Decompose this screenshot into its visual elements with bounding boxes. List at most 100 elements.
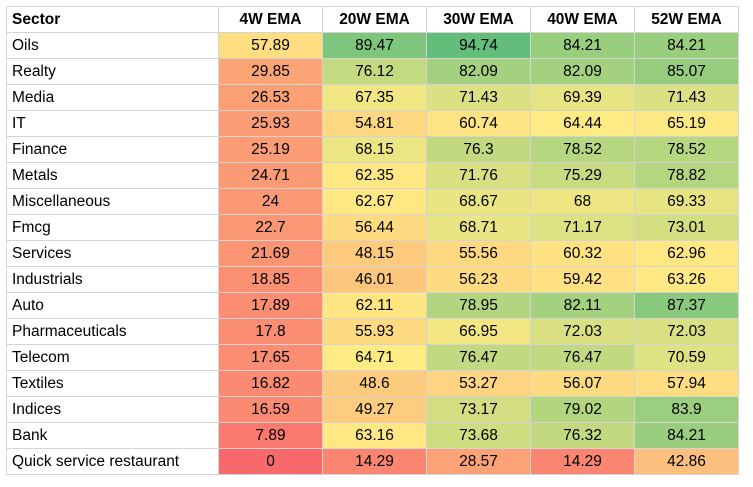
heatmap-cell: 78.95 bbox=[426, 292, 531, 319]
header-row: Sector 4W EMA 20W EMA 30W EMA 40W EMA 52… bbox=[6, 6, 739, 33]
heatmap-cell: 76.47 bbox=[530, 344, 635, 371]
sector-cell: Auto bbox=[6, 292, 219, 319]
heatmap-cell: 60.74 bbox=[426, 110, 531, 137]
heatmap-cell: 84.21 bbox=[634, 32, 739, 59]
heatmap-cell: 17.8 bbox=[218, 318, 323, 345]
heatmap-cell: 71.43 bbox=[426, 84, 531, 111]
heatmap-cell: 18.85 bbox=[218, 266, 323, 293]
sector-cell: Finance bbox=[6, 136, 219, 163]
heatmap-cell: 73.01 bbox=[634, 214, 739, 241]
heatmap-cell: 63.16 bbox=[322, 422, 427, 449]
heatmap-cell: 16.59 bbox=[218, 396, 323, 423]
table-row: Finance 25.19 68.15 76.3 78.52 78.52 bbox=[6, 136, 739, 163]
heatmap-cell: 71.76 bbox=[426, 162, 531, 189]
heatmap-cell: 29.85 bbox=[218, 58, 323, 85]
heatmap-cell: 62.11 bbox=[322, 292, 427, 319]
heatmap-cell: 64.44 bbox=[530, 110, 635, 137]
column-header-40w-ema: 40W EMA bbox=[530, 6, 635, 33]
table-row: Metals 24.71 62.35 71.76 75.29 78.82 bbox=[6, 162, 739, 189]
sector-cell: Miscellaneous bbox=[6, 188, 219, 215]
heatmap-cell: 89.47 bbox=[322, 32, 427, 59]
table-row: Telecom 17.65 64.71 76.47 76.47 70.59 bbox=[6, 344, 739, 371]
heatmap-cell: 57.89 bbox=[218, 32, 323, 59]
heatmap-cell: 84.21 bbox=[530, 32, 635, 59]
sector-cell: IT bbox=[6, 110, 219, 137]
table-row: Auto 17.89 62.11 78.95 82.11 87.37 bbox=[6, 292, 739, 319]
heatmap-cell: 17.89 bbox=[218, 292, 323, 319]
sector-cell: Oils bbox=[6, 32, 219, 59]
heatmap-cell: 82.09 bbox=[530, 58, 635, 85]
heatmap-cell: 65.19 bbox=[634, 110, 739, 137]
heatmap-cell: 28.57 bbox=[426, 448, 531, 475]
heatmap-cell: 68.71 bbox=[426, 214, 531, 241]
heatmap-cell: 68.67 bbox=[426, 188, 531, 215]
sector-cell: Quick service restaurant bbox=[6, 448, 219, 475]
heatmap-cell: 59.42 bbox=[530, 266, 635, 293]
heatmap-cell: 79.02 bbox=[530, 396, 635, 423]
heatmap-cell: 64.71 bbox=[322, 344, 427, 371]
table-row: Services 21.69 48.15 55.56 60.32 62.96 bbox=[6, 240, 739, 267]
heatmap-cell: 24 bbox=[218, 188, 323, 215]
heatmap-cell: 16.82 bbox=[218, 370, 323, 397]
heatmap-cell: 69.33 bbox=[634, 188, 739, 215]
sector-cell: Indices bbox=[6, 396, 219, 423]
heatmap-cell: 53.27 bbox=[426, 370, 531, 397]
table-row: Oils 57.89 89.47 94.74 84.21 84.21 bbox=[6, 32, 739, 59]
heatmap-cell: 55.56 bbox=[426, 240, 531, 267]
sector-cell: Pharmaceuticals bbox=[6, 318, 219, 345]
heatmap-cell: 22.7 bbox=[218, 214, 323, 241]
heatmap-cell: 82.11 bbox=[530, 292, 635, 319]
heatmap-cell: 14.29 bbox=[530, 448, 635, 475]
sector-cell: Industrials bbox=[6, 266, 219, 293]
heatmap-cell: 62.35 bbox=[322, 162, 427, 189]
sector-cell: Services bbox=[6, 240, 219, 267]
column-header-4w-ema: 4W EMA bbox=[218, 6, 323, 33]
heatmap-cell: 76.47 bbox=[426, 344, 531, 371]
heatmap-cell: 72.03 bbox=[530, 318, 635, 345]
heatmap-cell: 60.32 bbox=[530, 240, 635, 267]
table-row: Bank 7.89 63.16 73.68 76.32 84.21 bbox=[6, 422, 739, 449]
heatmap-cell: 25.19 bbox=[218, 136, 323, 163]
sector-cell: Realty bbox=[6, 58, 219, 85]
column-header-sector: Sector bbox=[6, 6, 219, 33]
heatmap-cell: 76.12 bbox=[322, 58, 427, 85]
heatmap-cell: 69.39 bbox=[530, 84, 635, 111]
table-row: Indices 16.59 49.27 73.17 79.02 83.9 bbox=[6, 396, 739, 423]
table-row: Quick service restaurant 0 14.29 28.57 14.29… bbox=[6, 448, 739, 475]
sector-ema-heatmap-table: Sector 4W EMA 20W EMA 30W EMA 40W EMA 52… bbox=[6, 6, 739, 475]
table-row: Industrials 18.85 46.01 56.23 59.42 63.26 bbox=[6, 266, 739, 293]
heatmap-cell: 26.53 bbox=[218, 84, 323, 111]
sector-cell: Fmcg bbox=[6, 214, 219, 241]
heatmap-cell: 48.6 bbox=[322, 370, 427, 397]
heatmap-cell: 48.15 bbox=[322, 240, 427, 267]
heatmap-cell: 78.52 bbox=[634, 136, 739, 163]
heatmap-cell: 46.01 bbox=[322, 266, 427, 293]
heatmap-cell: 56.23 bbox=[426, 266, 531, 293]
heatmap-cell: 67.35 bbox=[322, 84, 427, 111]
heatmap-cell: 78.82 bbox=[634, 162, 739, 189]
heatmap-cell: 84.21 bbox=[634, 422, 739, 449]
heatmap-cell: 87.37 bbox=[634, 292, 739, 319]
table-row: Fmcg 22.7 56.44 68.71 71.17 73.01 bbox=[6, 214, 739, 241]
table-row: Miscellaneous 24 62.67 68.67 68 69.33 bbox=[6, 188, 739, 215]
heatmap-cell: 72.03 bbox=[634, 318, 739, 345]
heatmap-cell: 56.07 bbox=[530, 370, 635, 397]
heatmap-cell: 76.3 bbox=[426, 136, 531, 163]
table-row: Realty 29.85 76.12 82.09 82.09 85.07 bbox=[6, 58, 739, 85]
table-row: Textiles 16.82 48.6 53.27 56.07 57.94 bbox=[6, 370, 739, 397]
column-header-20w-ema: 20W EMA bbox=[322, 6, 427, 33]
heatmap-cell: 70.59 bbox=[634, 344, 739, 371]
heatmap-cell: 82.09 bbox=[426, 58, 531, 85]
heatmap-cell: 42.86 bbox=[634, 448, 739, 475]
heatmap-cell: 66.95 bbox=[426, 318, 531, 345]
heatmap-cell: 76.32 bbox=[530, 422, 635, 449]
heatmap-cell: 63.26 bbox=[634, 266, 739, 293]
sector-cell: Telecom bbox=[6, 344, 219, 371]
table-row: Media 26.53 67.35 71.43 69.39 71.43 bbox=[6, 84, 739, 111]
sector-cell: Textiles bbox=[6, 370, 219, 397]
sector-cell: Media bbox=[6, 84, 219, 111]
table-body: Oils 57.89 89.47 94.74 84.21 84.21 Realty 29.85… bbox=[6, 32, 739, 475]
heatmap-cell: 94.74 bbox=[426, 32, 531, 59]
heatmap-cell: 56.44 bbox=[322, 214, 427, 241]
heatmap-cell: 49.27 bbox=[322, 396, 427, 423]
